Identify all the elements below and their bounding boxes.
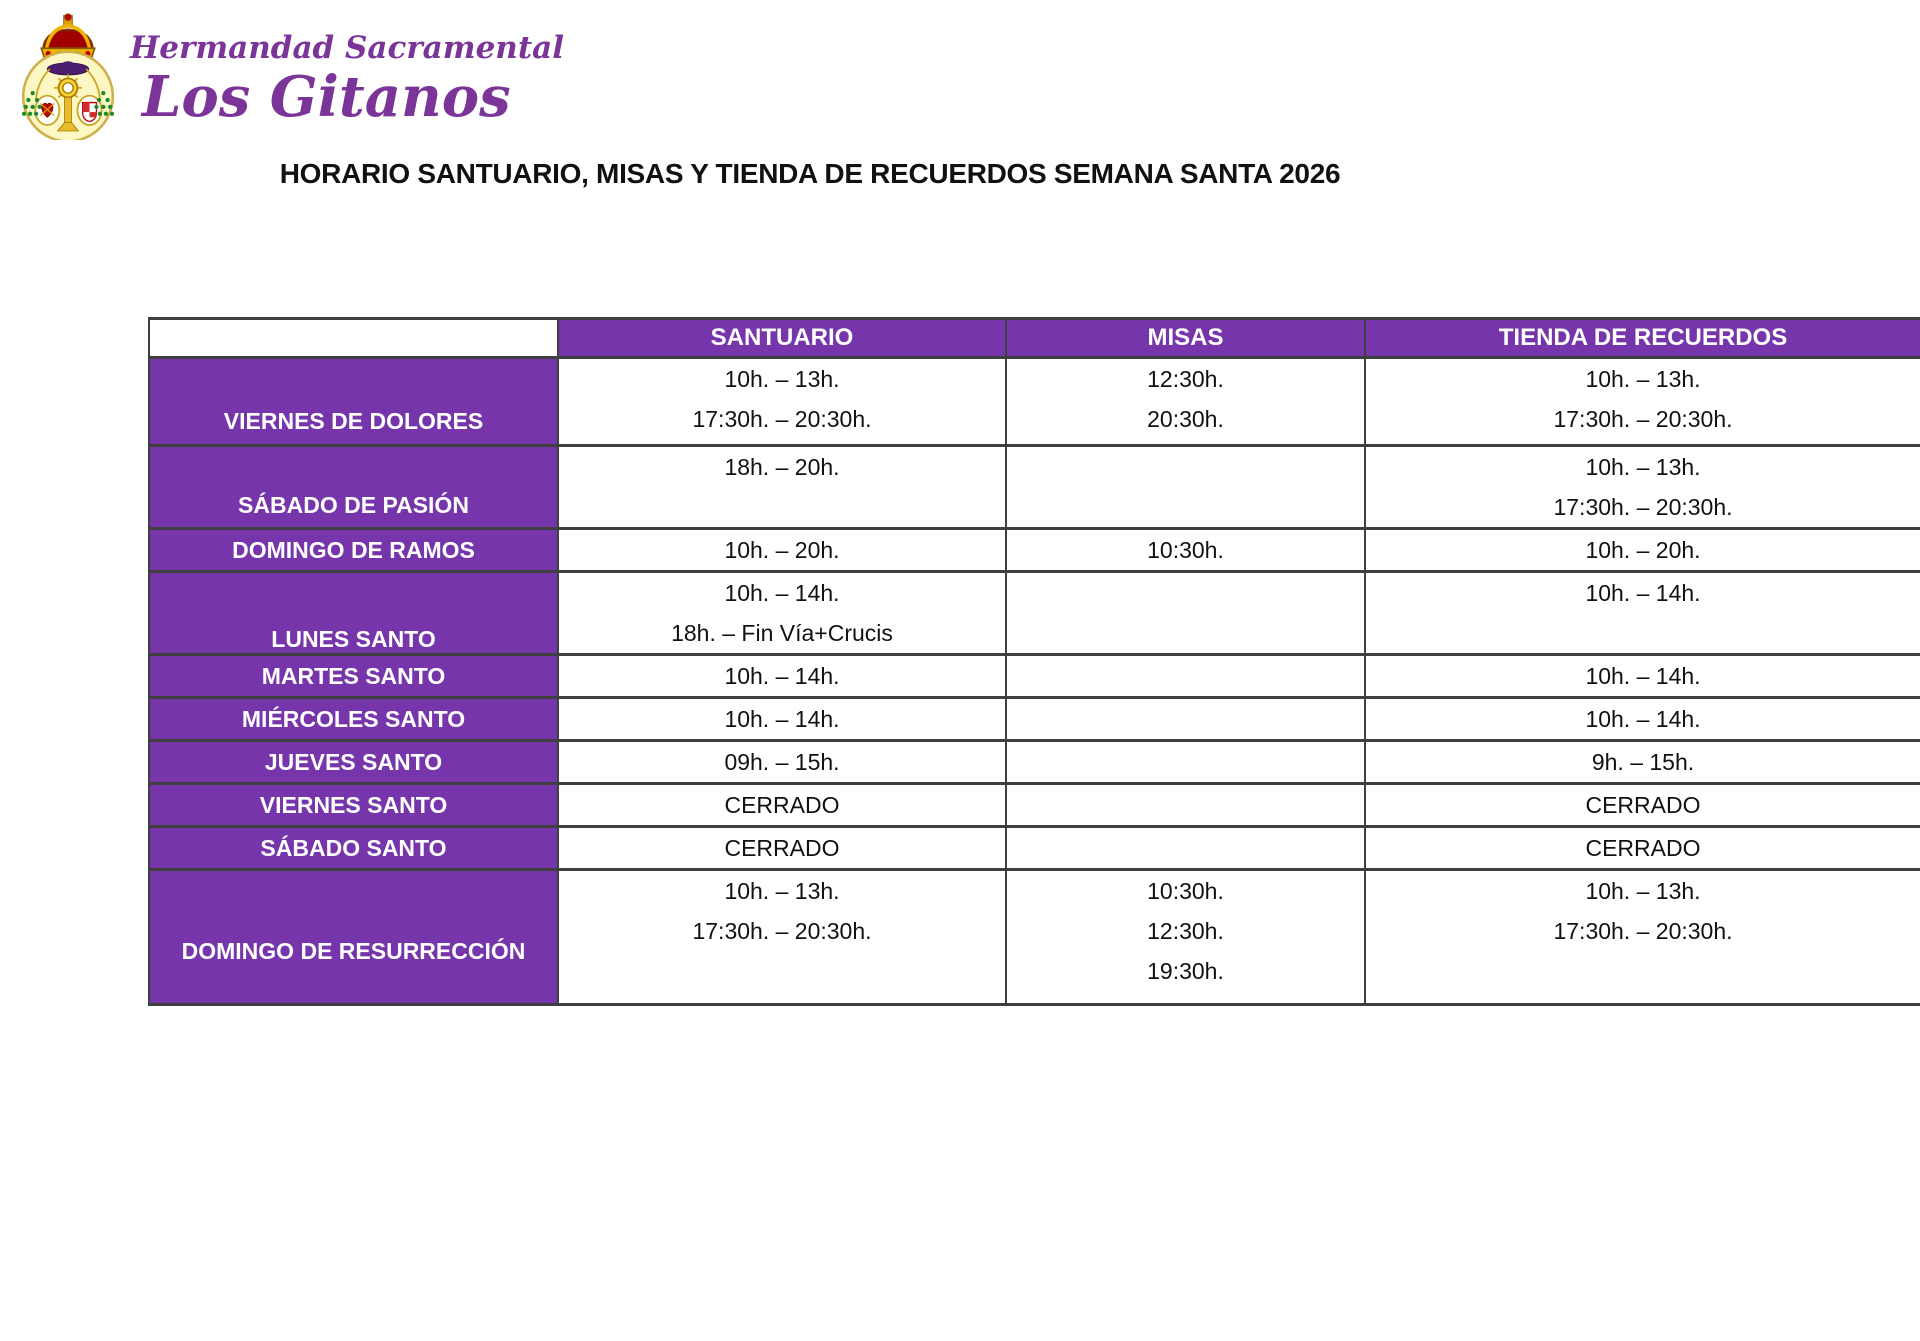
tienda-cell: 10h. – 13h. 17:30h. – 20:30h.	[1364, 444, 1920, 530]
tienda-cell: 10h. – 14h.	[1364, 653, 1920, 699]
day-label: SÁBADO DE PASIÓN	[148, 444, 559, 530]
santuario-cell: 18h. – 20h.	[557, 444, 1007, 530]
day-label: SÁBADO SANTO	[148, 825, 559, 871]
santuario-cell: 10h. – 13h. 17:30h. – 20:30h.	[557, 868, 1007, 1006]
tienda-cell: 10h. – 14h.	[1364, 570, 1920, 656]
misas-cell	[1005, 825, 1366, 871]
day-label: VIERNES SANTO	[148, 782, 559, 828]
day-label: DOMINGO DE RESURRECCIÓN	[148, 868, 559, 1006]
misas-cell	[1005, 653, 1366, 699]
table-row: SÁBADO SANTO CERRADO CERRADO	[148, 825, 1920, 871]
misas-cell: 10:30h.	[1005, 527, 1366, 573]
column-header-santuario: SANTUARIO	[557, 317, 1007, 359]
day-label: MIÉRCOLES SANTO	[148, 696, 559, 742]
santuario-cell: 10h. – 14h.	[557, 653, 1007, 699]
day-label: MARTES SANTO	[148, 653, 559, 699]
table-row: SÁBADO DE PASIÓN 18h. – 20h. 10h. – 13h.…	[148, 444, 1920, 530]
santuario-cell: 10h. – 13h. 17:30h. – 20:30h.	[557, 356, 1007, 447]
santuario-cell: 10h. – 14h. 18h. – Fin Vía+Crucis	[557, 570, 1007, 656]
misas-cell	[1005, 739, 1366, 785]
tienda-cell: 10h. – 13h. 17:30h. – 20:30h.	[1364, 356, 1920, 447]
tienda-cell: 10h. – 20h.	[1364, 527, 1920, 573]
santuario-cell: CERRADO	[557, 825, 1007, 871]
day-label: VIERNES DE DOLORES	[148, 356, 559, 447]
page-title: HORARIO SANTUARIO, MISAS Y TIENDA DE REC…	[279, 158, 1341, 189]
crest-logo-icon	[21, 13, 115, 140]
tienda-cell: 9h. – 15h.	[1364, 739, 1920, 785]
santuario-cell: 10h. – 14h.	[557, 696, 1007, 742]
table-row: DOMINGO DE RESURRECCIÓN 10h. – 13h. 17:3…	[148, 868, 1920, 1006]
misas-cell	[1005, 696, 1366, 742]
table-header-row: SANTUARIO MISAS TIENDA DE RECUERDOS	[148, 317, 1920, 359]
corner-cell	[148, 317, 559, 359]
tienda-cell: CERRADO	[1364, 782, 1920, 828]
misas-cell	[1005, 570, 1366, 656]
org-name-line1: Hermandad Sacramental	[130, 30, 565, 66]
misas-cell	[1005, 444, 1366, 530]
day-label: JUEVES SANTO	[148, 739, 559, 785]
schedule-table: SANTUARIO MISAS TIENDA DE RECUERDOS VIER…	[148, 317, 1920, 1006]
tienda-cell: 10h. – 14h.	[1364, 696, 1920, 742]
org-name-line2: Los Gitanos	[142, 64, 511, 130]
column-header-misas: MISAS	[1005, 317, 1366, 359]
table-row: VIERNES DE DOLORES 10h. – 13h. 17:30h. –…	[148, 356, 1920, 447]
santuario-cell: CERRADO	[557, 782, 1007, 828]
day-label: LUNES SANTO	[148, 570, 559, 656]
day-label: DOMINGO DE RAMOS	[148, 527, 559, 573]
brotherhood-logo: Hermandad Sacramental Los Gitanos	[12, 8, 564, 148]
misas-cell: 12:30h. 20:30h.	[1005, 356, 1366, 447]
table-row: DOMINGO DE RAMOS 10h. – 20h. 10:30h. 10h…	[148, 527, 1920, 573]
table-row: MIÉRCOLES SANTO 10h. – 14h. 10h. – 14h.	[148, 696, 1920, 742]
misas-cell	[1005, 782, 1366, 828]
santuario-cell: 09h. – 15h.	[557, 739, 1007, 785]
santuario-cell: 10h. – 20h.	[557, 527, 1007, 573]
table-row: JUEVES SANTO 09h. – 15h. 9h. – 15h.	[148, 739, 1920, 785]
misas-cell: 10:30h. 12:30h. 19:30h.	[1005, 868, 1366, 1006]
table-row: LUNES SANTO 10h. – 14h. 18h. – Fin Vía+C…	[148, 570, 1920, 656]
tienda-cell: 10h. – 13h. 17:30h. – 20:30h.	[1364, 868, 1920, 1006]
table-row: VIERNES SANTO CERRADO CERRADO	[148, 782, 1920, 828]
table-row: MARTES SANTO 10h. – 14h. 10h. – 14h.	[148, 653, 1920, 699]
tienda-cell: CERRADO	[1364, 825, 1920, 871]
column-header-tienda: TIENDA DE RECUERDOS	[1364, 317, 1920, 359]
